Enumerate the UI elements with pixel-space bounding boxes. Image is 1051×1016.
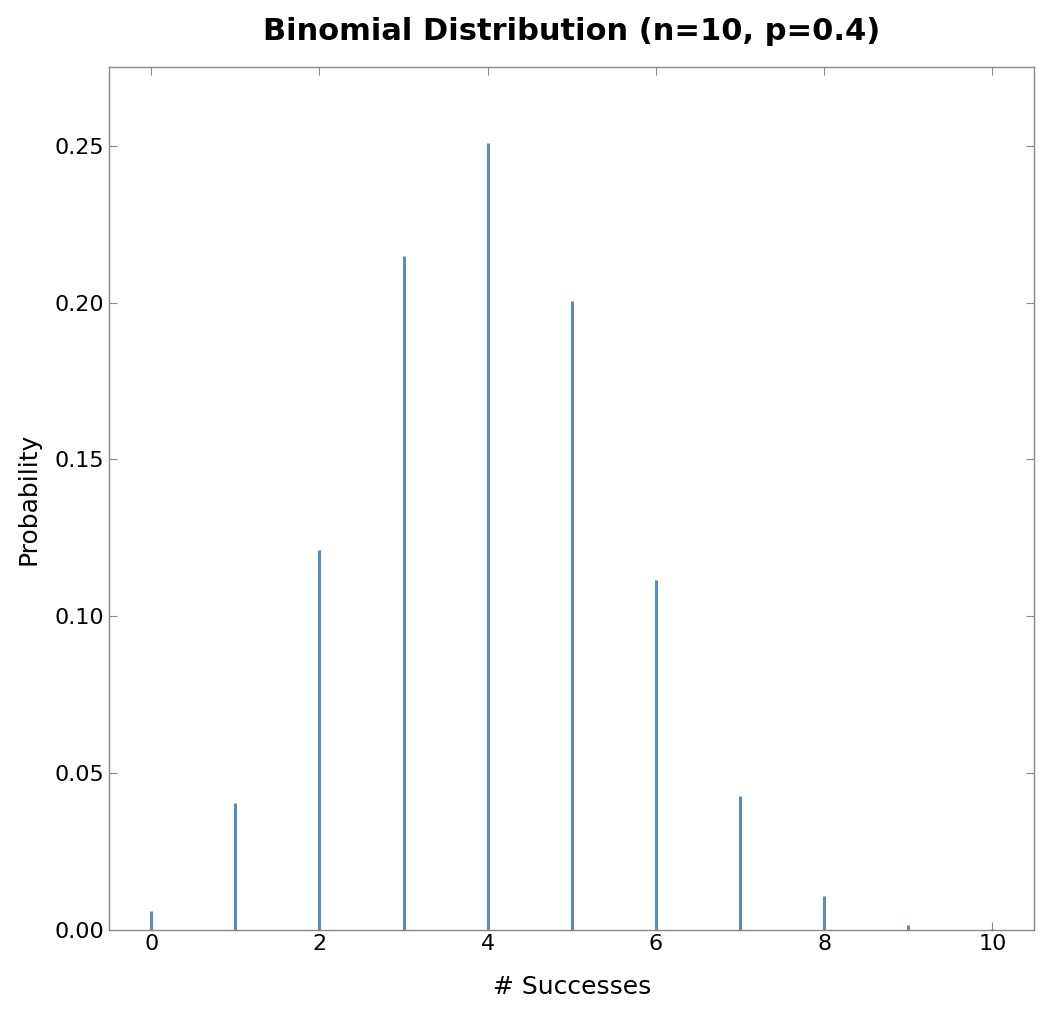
Y-axis label: Probability: Probability bbox=[17, 433, 41, 565]
X-axis label: # Successes: # Successes bbox=[493, 975, 651, 1000]
Title: Binomial Distribution (n=10, p=0.4): Binomial Distribution (n=10, p=0.4) bbox=[263, 16, 881, 46]
